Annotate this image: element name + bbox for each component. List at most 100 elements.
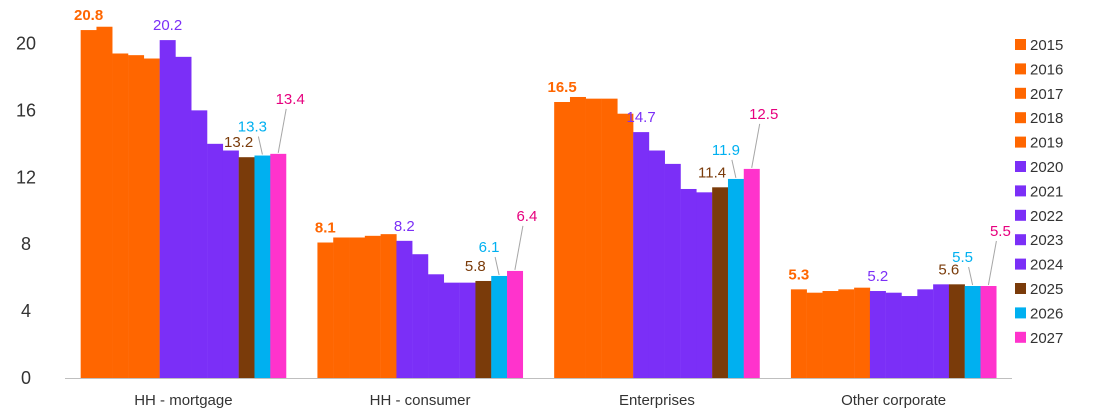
legend-swatch [1015,87,1026,99]
data-label: 5.6 [938,261,959,278]
bar-hh-consumer-2027 [507,270,524,378]
bar-hh-mortgage-2024 [222,150,239,378]
bar-hh-consumer-2022 [428,274,445,378]
data-label: 11.4 [698,164,726,181]
leader-line [987,240,997,286]
data-label: 13.4 [276,91,305,108]
bar-other-corporate-2026 [964,286,981,378]
bar-enterprises-2016 [569,96,586,378]
y-tick-label: 8 [21,234,31,254]
bar-other-corporate-2015 [790,289,807,378]
x-tick-label: Other corporate [841,392,946,409]
bar-hh-consumer-2016 [333,237,350,378]
legend-label: 2021 [1030,183,1063,200]
legend-swatch [1015,39,1026,50]
bar-enterprises-2027 [743,168,760,378]
bar-hh-consumer-2025 [475,280,492,378]
legend-swatch [1015,331,1026,343]
legend-label: 2020 [1030,159,1063,176]
data-label: 6.1 [479,239,500,256]
bar-hh-consumer-2024 [459,282,476,378]
bar-hh-mortgage-2020 [159,40,176,379]
legend-swatch [1015,307,1026,319]
bar-hh-mortgage-2015 [80,30,97,378]
legend-swatch [1015,112,1026,124]
bar-hh-mortgage-2022 [191,110,208,379]
legend-label: 2019 [1030,135,1063,152]
legend-swatch [1015,136,1026,148]
data-label: 6.4 [516,208,537,225]
data-label: 13.2 [224,134,253,151]
data-label: 8.2 [394,218,415,235]
bar-other-corporate-2021 [885,292,902,378]
bar-enterprises-2026 [727,178,744,378]
bar-hh-mortgage-2026 [254,155,271,378]
bar-other-corporate-2027 [980,286,997,378]
data-label: 20.2 [153,17,182,34]
bar-hh-consumer-2018 [364,235,381,378]
x-tick-label: HH - consumer [370,392,471,409]
y-tick-label: 16 [16,100,36,120]
y-axis: 0 4 8 12 16 20 [16,33,36,388]
bar-other-corporate-2016 [806,292,823,378]
legend-label: 2017 [1030,86,1063,103]
bar-hh-consumer-2015 [317,242,334,378]
bar-hh-consumer-2023 [443,282,460,378]
bar-other-corporate-2020 [869,291,886,378]
bar-other-corporate-2022 [901,296,918,378]
data-label: 5.3 [788,266,809,283]
bar-hh-mortgage-2019 [143,58,160,378]
bar-enterprises-2018 [601,98,618,379]
bar-enterprises-2019 [617,113,634,379]
bar-hh-mortgage-2018 [128,55,145,378]
bar-hh-consumer-2026 [491,275,508,378]
data-label: 5.5 [952,249,973,266]
legend-swatch [1015,161,1026,172]
y-tick-label: 12 [16,167,36,187]
legend-label: 2024 [1030,257,1063,274]
bar-hh-mortgage-2016 [96,26,113,378]
data-label: 5.8 [465,258,486,275]
leader-line [968,266,974,286]
legend-swatch [1015,283,1026,294]
bar-other-corporate-2018 [838,289,855,378]
data-label: 20.8 [74,7,103,24]
y-tick-label: 4 [21,301,31,321]
x-axis: HH - mortgage HH - consumer Enterprises Oth… [134,392,946,409]
legend-label: 2027 [1030,330,1063,347]
bar-enterprises-2024 [696,192,713,378]
bar-enterprises-2021 [648,150,665,378]
bar-enterprises-2023 [680,188,697,378]
bar-other-corporate-2024 [933,284,950,378]
legend-label: 2018 [1030,110,1063,127]
data-label: 5.2 [867,268,888,285]
bar-hh-consumer-2021 [412,254,429,378]
bar-enterprises-2020 [633,132,650,378]
leader-lines [257,108,997,286]
bar-hh-consumer-2020 [396,240,413,378]
data-label: 11.9 [712,142,740,159]
bar-hh-consumer-2017 [349,237,366,378]
legend-swatch [1015,185,1026,197]
legend-swatch [1015,63,1026,75]
legend: 2015 2016 2017 2018 2019 2020 2021 2022 2023 2024… [1015,37,1063,347]
bar-enterprises-2017 [585,98,602,379]
legend-label: 2015 [1030,37,1063,54]
data-label: 12.5 [749,106,778,123]
leader-line [494,256,500,276]
data-label: 14.7 [626,109,655,126]
x-tick-label: Enterprises [619,392,695,409]
leader-line [731,159,737,179]
bar-enterprises-2022 [664,163,681,378]
x-tick-label: HH - mortgage [134,392,232,409]
bar-hh-mortgage-2017 [112,53,129,379]
bar-other-corporate-2017 [822,291,839,378]
leader-line [751,123,761,168]
bar-other-corporate-2025 [948,284,965,378]
bar-enterprises-2015 [554,102,571,378]
legend-swatch [1015,258,1026,270]
leader-line [514,225,524,270]
legend-swatch [1015,234,1026,246]
bars [80,26,997,379]
